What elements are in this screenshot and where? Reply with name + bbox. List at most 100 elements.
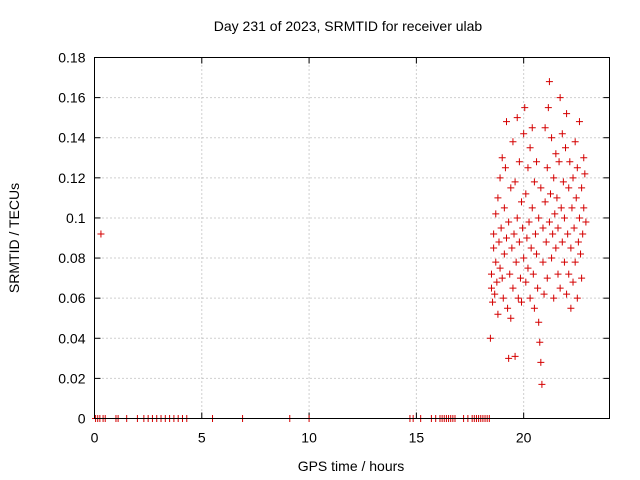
chart-title: Day 231 of 2023, SRMTID for receiver ula… bbox=[214, 18, 483, 34]
data-point bbox=[537, 358, 545, 366]
data-point bbox=[501, 164, 509, 172]
data-point bbox=[567, 244, 575, 252]
data-point bbox=[543, 164, 551, 172]
data-point bbox=[554, 224, 562, 232]
data-point bbox=[574, 238, 582, 246]
x-tick-label: 10 bbox=[301, 430, 317, 446]
data-point bbox=[560, 214, 568, 222]
data-point bbox=[520, 130, 528, 138]
data-point bbox=[511, 352, 519, 360]
data-point bbox=[524, 264, 532, 272]
data-point bbox=[503, 234, 510, 242]
data-point bbox=[559, 178, 567, 186]
y-tick-label: 0 bbox=[78, 411, 86, 427]
x-tick-label: 15 bbox=[409, 430, 425, 446]
data-point bbox=[495, 238, 503, 246]
data-point bbox=[545, 218, 553, 226]
data-point bbox=[560, 258, 568, 266]
data-point bbox=[567, 304, 575, 312]
data-point bbox=[540, 290, 548, 298]
data-point bbox=[486, 334, 494, 342]
data-point bbox=[489, 298, 497, 306]
data-point bbox=[487, 270, 495, 278]
data-point bbox=[522, 278, 530, 286]
axis-ticks bbox=[94, 57, 610, 419]
data-point bbox=[522, 190, 530, 198]
x-tick-label: 0 bbox=[91, 430, 99, 446]
data-point bbox=[549, 230, 557, 238]
data-point bbox=[544, 104, 552, 112]
data-point bbox=[513, 214, 521, 222]
data-point bbox=[550, 174, 558, 182]
data-point bbox=[550, 294, 558, 302]
data-point bbox=[500, 204, 508, 212]
y-tick-label: 0.04 bbox=[58, 330, 85, 346]
data-point bbox=[581, 170, 589, 178]
data-point bbox=[539, 258, 547, 266]
data-point bbox=[565, 270, 573, 278]
y-tick-label: 0.08 bbox=[58, 250, 85, 266]
data-point bbox=[556, 94, 564, 102]
data-point bbox=[564, 230, 572, 238]
y-tick-label: 0.02 bbox=[58, 370, 85, 386]
data-point bbox=[496, 264, 504, 272]
data-point bbox=[506, 270, 514, 278]
y-tick-label: 0.1 bbox=[66, 210, 86, 226]
data-point bbox=[496, 174, 504, 182]
data-point bbox=[494, 310, 502, 318]
data-point bbox=[535, 318, 543, 326]
data-point bbox=[533, 158, 541, 166]
data-point bbox=[548, 134, 556, 142]
data-point bbox=[528, 204, 536, 212]
data-point bbox=[515, 238, 523, 246]
data-point bbox=[565, 184, 573, 192]
y-tick-label: 0.12 bbox=[58, 170, 85, 186]
data-point bbox=[526, 294, 534, 302]
data-point bbox=[562, 144, 570, 152]
data-point bbox=[568, 204, 576, 212]
data-point bbox=[536, 338, 544, 346]
data-point bbox=[572, 194, 580, 202]
data-point bbox=[533, 250, 541, 258]
data-point bbox=[510, 230, 518, 238]
data-point bbox=[577, 250, 585, 258]
x-tick-labels: 0 5 10 15 20 bbox=[91, 430, 532, 446]
data-point bbox=[556, 284, 564, 292]
data-point bbox=[578, 184, 586, 192]
data-point bbox=[558, 130, 566, 138]
data-point bbox=[519, 224, 527, 232]
data-point bbox=[551, 210, 559, 218]
x-tick-label: 20 bbox=[516, 430, 532, 446]
y-tick-label: 0.06 bbox=[58, 290, 85, 306]
data-point bbox=[507, 184, 515, 192]
data-point bbox=[575, 214, 583, 222]
data-point bbox=[518, 198, 526, 206]
data-point bbox=[555, 158, 563, 166]
data-point bbox=[571, 138, 579, 146]
data-point bbox=[552, 150, 560, 158]
data-point bbox=[505, 218, 513, 226]
y-tick-label: 0.16 bbox=[58, 90, 85, 106]
data-point bbox=[579, 230, 587, 238]
data-point bbox=[569, 278, 577, 286]
data-point bbox=[535, 214, 543, 222]
data-point bbox=[527, 244, 535, 252]
data-point bbox=[516, 274, 524, 282]
data-point bbox=[512, 258, 520, 266]
data-point bbox=[497, 224, 505, 232]
grid-lines bbox=[94, 57, 610, 419]
y-tick-label: 0.18 bbox=[58, 50, 85, 66]
data-points bbox=[92, 78, 590, 422]
data-point bbox=[492, 210, 500, 218]
data-point bbox=[530, 178, 538, 186]
data-point bbox=[578, 274, 586, 282]
data-point bbox=[531, 230, 539, 238]
data-point bbox=[563, 110, 571, 118]
data-point bbox=[529, 270, 537, 278]
data-point bbox=[500, 250, 508, 258]
data-point bbox=[554, 270, 562, 278]
data-point bbox=[552, 244, 560, 252]
data-point bbox=[582, 218, 590, 226]
data-point bbox=[520, 254, 528, 262]
